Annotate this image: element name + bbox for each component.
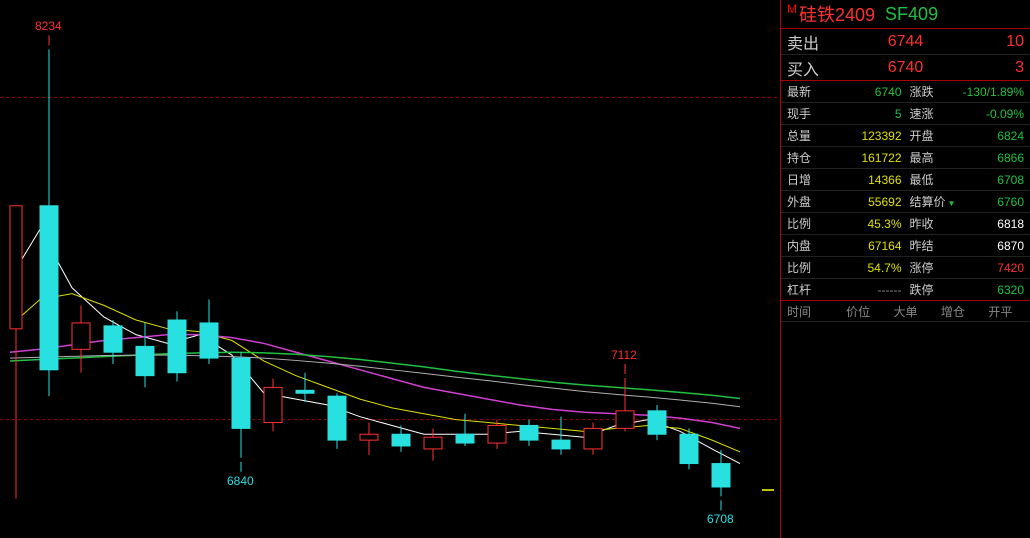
bid-label: 买入 — [787, 56, 866, 80]
market-badge: M — [787, 2, 797, 16]
instrument-code: SF409 — [885, 4, 938, 25]
chart-svg — [0, 0, 780, 538]
quote-row: 外盘55692结算价▼6760 — [781, 191, 1030, 213]
price-label: 7112 — [611, 348, 637, 362]
candlestick-chart[interactable]: 8234 6840 7112 6708 — [0, 0, 780, 538]
quote-row: 现手5速涨-0.09% — [781, 103, 1030, 125]
app-root: 8234 6840 7112 6708 M 硅铁2409 SF409 卖出 6744 … — [0, 0, 1030, 538]
ticks-header: 时间 价位 大单 增仓 开平 — [781, 301, 1030, 322]
price-label: 8234 — [35, 19, 62, 33]
quote-grid: 最新6740涨跌-130/1.89%现手5速涨-0.09%总量123392开盘6… — [781, 81, 1030, 301]
bid-row: 买入 6740 3 — [781, 55, 1030, 81]
quote-row: 持仓161722最高6866 — [781, 147, 1030, 169]
quote-row: 日增14366最低6708 — [781, 169, 1030, 191]
instrument-title: M 硅铁2409 SF409 — [781, 0, 1030, 29]
ask-volume: 10 — [945, 33, 1024, 51]
price-label: 6840 — [227, 474, 254, 488]
bid-price: 6740 — [866, 59, 945, 77]
col-oi: 增仓 — [929, 303, 976, 320]
col-price: 价位 — [834, 303, 881, 320]
price-label: 6708 — [707, 512, 734, 526]
instrument-name: 硅铁2409 — [799, 1, 875, 27]
quote-row: 内盘67164昨结6870 — [781, 235, 1030, 257]
col-openclose: 开平 — [977, 303, 1024, 320]
quote-row: 最新6740涨跌-130/1.89% — [781, 81, 1030, 103]
quote-row: 总量123392开盘6824 — [781, 125, 1030, 147]
ask-price: 6744 — [866, 33, 945, 51]
ask-label: 卖出 — [787, 30, 866, 54]
quote-row: 比例54.7%涨停7420 — [781, 257, 1030, 279]
quote-row: 杠杆------跌停6320 — [781, 279, 1030, 301]
col-time: 时间 — [787, 303, 834, 320]
bid-volume: 3 — [945, 59, 1024, 77]
quote-row: 比例45.3%昨收6818 — [781, 213, 1030, 235]
quote-panel: M 硅铁2409 SF409 卖出 6744 10 买入 6740 3 最新67… — [780, 0, 1030, 538]
ask-row: 卖出 6744 10 — [781, 29, 1030, 55]
col-bigorder: 大单 — [882, 303, 929, 320]
